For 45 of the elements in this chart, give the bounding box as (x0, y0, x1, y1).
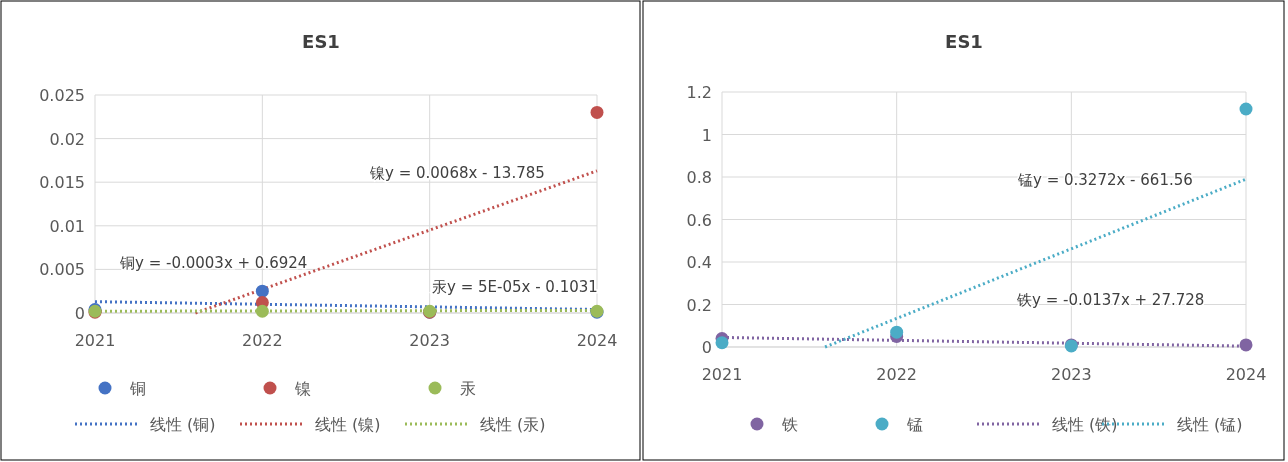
legend-label: 铜 (129, 379, 146, 398)
point (590, 105, 604, 119)
annotation: 镍y = 0.0068x - 13.785 (369, 164, 545, 182)
annotation: 汞y = 5E-05x - 0.1031 (432, 278, 598, 296)
y-tick-label: 1 (701, 125, 712, 145)
annotation: 铁y = -0.0137x + 27.728 (1016, 291, 1205, 309)
y-tick-label: 0 (701, 338, 712, 357)
x-tick-label: 2021 (701, 365, 743, 384)
legend-label: 线性 (镍) (315, 415, 381, 434)
point (255, 304, 269, 318)
point (715, 336, 729, 350)
y-tick-label: 0.005 (39, 260, 85, 280)
x-tick-label: 2022 (876, 365, 918, 384)
annotation: 锰y = 0.3272x - 661.56 (1017, 171, 1193, 189)
y-tick-label: 0.4 (686, 253, 712, 272)
x-tick-label: 2022 (241, 331, 283, 350)
y-tick-label: 0.025 (39, 86, 85, 105)
annotation: 铜y = -0.0003x + 0.6924 (119, 254, 308, 272)
y-tick-label: 0.6 (686, 210, 712, 230)
y-tick-label: 0.02 (49, 129, 85, 149)
legend-label: 镍 (294, 379, 311, 398)
legend-label: 线性 (汞) (480, 415, 546, 434)
y-tick-label: 0.8 (686, 168, 712, 187)
y-tick-label: 0.015 (39, 173, 85, 193)
chart-title: ES1 (945, 31, 983, 52)
legend-label: 线性 (铜) (150, 415, 216, 434)
y-tick-label: 1.2 (686, 83, 712, 102)
point (890, 325, 904, 339)
point (255, 284, 269, 298)
x-tick-label: 2024 (1225, 365, 1267, 384)
y-tick-label: 0.2 (686, 295, 712, 315)
legend-label: 线性 (锰) (1177, 415, 1243, 434)
legend-label: 汞 (460, 379, 476, 398)
legend-label: 铁 (781, 415, 798, 434)
point (1239, 338, 1253, 352)
y-tick-label: 0 (74, 304, 85, 323)
chart-title: ES1 (302, 31, 340, 52)
x-tick-label: 2023 (409, 331, 451, 350)
x-tick-label: 2024 (576, 331, 618, 350)
legend-label: 线性 (铁) (1052, 415, 1118, 434)
x-tick-label: 2021 (74, 331, 116, 350)
legend-label: 锰 (906, 415, 923, 434)
x-tick-label: 2023 (1050, 365, 1092, 384)
y-tick-label: 0.01 (49, 216, 85, 236)
point (1239, 102, 1253, 116)
